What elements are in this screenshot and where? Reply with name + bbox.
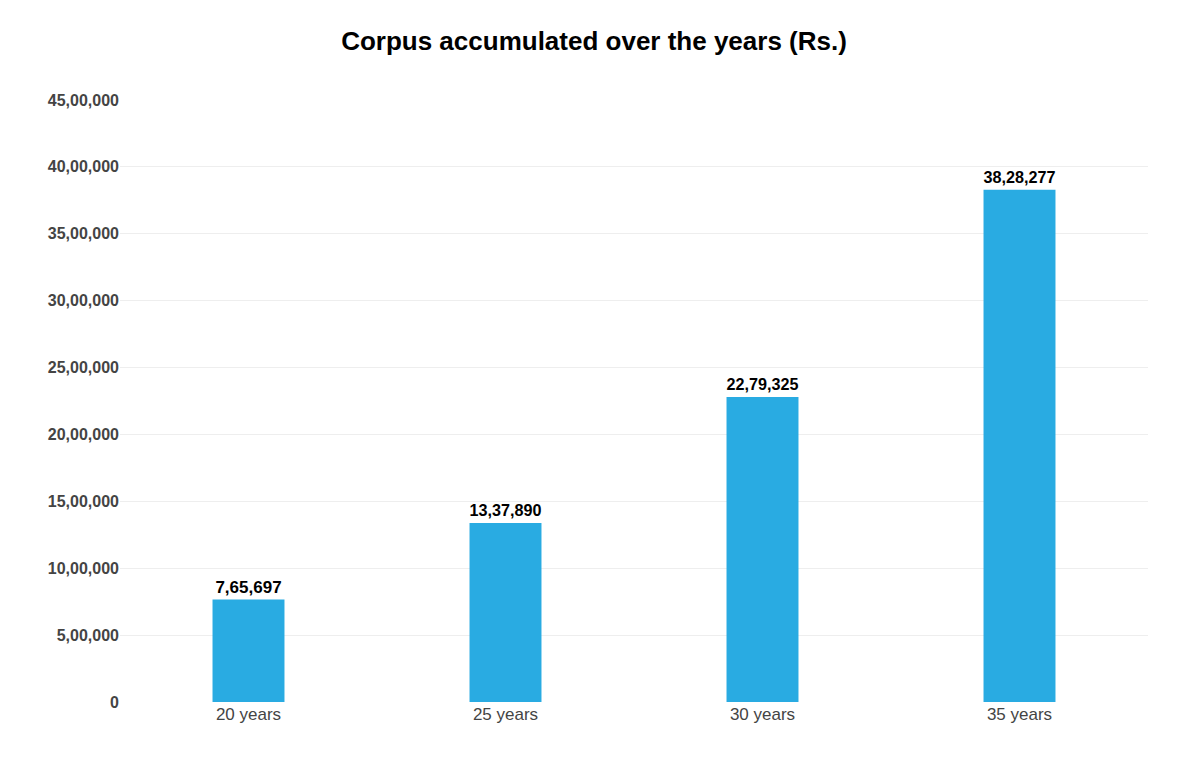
svg-text:25 years: 25 years	[473, 705, 538, 724]
svg-text:Corpus accumulated over the ye: Corpus accumulated over the years (Rs.)	[341, 26, 847, 56]
svg-text:13,37,890: 13,37,890	[470, 501, 542, 519]
svg-text:7,65,697: 7,65,697	[215, 578, 281, 597]
svg-text:25,00,000: 25,00,000	[48, 359, 119, 376]
svg-text:22,79,325: 22,79,325	[727, 375, 799, 393]
svg-text:15,00,000: 15,00,000	[48, 493, 119, 510]
svg-text:45,00,000: 45,00,000	[48, 92, 119, 109]
svg-text:20 years: 20 years	[216, 705, 281, 724]
svg-text:5,00,000: 5,00,000	[57, 627, 119, 644]
svg-text:30 years: 30 years	[730, 705, 795, 724]
svg-text:20,00,000: 20,00,000	[48, 426, 119, 443]
svg-text:35 years: 35 years	[987, 705, 1052, 724]
svg-text:40,00,000: 40,00,000	[48, 158, 119, 175]
svg-text:30,00,000: 30,00,000	[48, 292, 119, 309]
svg-text:35,00,000: 35,00,000	[48, 225, 119, 242]
svg-text:10,00,000: 10,00,000	[48, 560, 119, 577]
svg-text:38,28,277: 38,28,277	[984, 168, 1056, 186]
svg-text:0: 0	[110, 694, 119, 711]
